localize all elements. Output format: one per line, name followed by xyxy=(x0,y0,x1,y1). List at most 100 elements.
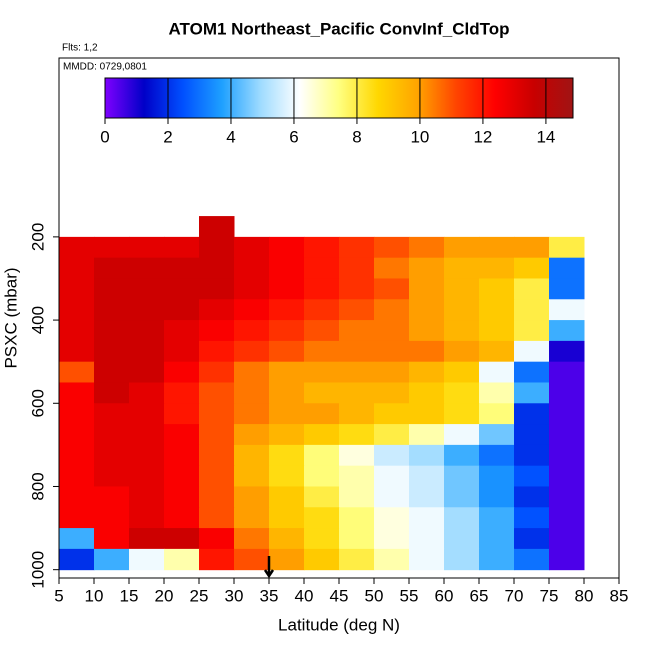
heat-cell xyxy=(444,320,480,342)
heat-cell xyxy=(269,257,305,279)
colorbar-tick-label: 14 xyxy=(536,127,555,146)
heat-cell xyxy=(164,486,200,508)
heat-cell xyxy=(164,424,200,446)
heat-cell xyxy=(339,340,375,363)
heat-cell xyxy=(129,465,165,487)
heat-cell xyxy=(234,340,270,363)
heat-cell xyxy=(304,278,340,300)
heat-cell xyxy=(339,403,375,425)
heat-cell xyxy=(374,528,410,550)
heat-cell xyxy=(409,548,445,571)
heat-cell xyxy=(409,236,445,259)
heat-cell xyxy=(234,320,270,342)
heat-cell xyxy=(479,465,515,487)
heat-cell xyxy=(514,236,550,259)
heat-cell xyxy=(479,528,515,550)
heat-cell xyxy=(444,340,480,363)
heat-cell xyxy=(374,424,410,446)
heat-cell xyxy=(199,236,235,259)
heat-cell xyxy=(409,507,445,529)
heat-cell xyxy=(199,216,235,238)
heat-cell xyxy=(444,444,480,467)
heat-cell xyxy=(199,444,235,467)
heat-cell xyxy=(164,382,200,404)
heat-cell xyxy=(304,403,340,425)
colorbar-tick-label: 12 xyxy=(473,127,492,146)
heat-cell xyxy=(549,361,585,383)
heat-cell xyxy=(59,486,95,508)
heat-cell xyxy=(374,444,410,467)
heat-cell xyxy=(514,361,550,383)
heat-cell xyxy=(234,278,270,300)
heat-cell xyxy=(129,486,165,508)
heat-cell xyxy=(549,278,585,300)
x-tick-label: 35 xyxy=(260,586,279,605)
x-tick-label: 60 xyxy=(435,586,454,605)
heat-cell xyxy=(269,444,305,467)
heat-cell xyxy=(304,299,340,321)
heat-cell xyxy=(94,278,130,300)
heat-cell xyxy=(164,361,200,383)
heat-cell xyxy=(234,548,270,571)
colorbar-tick-label: 4 xyxy=(226,127,235,146)
heat-cell xyxy=(514,424,550,446)
heat-cell xyxy=(409,465,445,487)
x-tick-label: 50 xyxy=(365,586,384,605)
heat-cell xyxy=(129,424,165,446)
heat-cell xyxy=(514,382,550,404)
heat-cell xyxy=(409,361,445,383)
heat-cell xyxy=(234,486,270,508)
heat-cell xyxy=(234,236,270,259)
heat-cell xyxy=(94,548,130,571)
heat-cell xyxy=(129,257,165,279)
heat-cell xyxy=(94,465,130,487)
heat-cell xyxy=(374,382,410,404)
heat-cell xyxy=(234,507,270,529)
heat-cell xyxy=(549,548,585,571)
heat-cell xyxy=(339,528,375,550)
colorbar-tick-label: 6 xyxy=(289,127,298,146)
heat-cell xyxy=(199,403,235,425)
heat-cell xyxy=(269,236,305,259)
heat-cell xyxy=(444,403,480,425)
y-tick-label: 200 xyxy=(28,223,47,251)
heat-cell xyxy=(164,257,200,279)
marker-arrow xyxy=(263,556,275,579)
heat-cell xyxy=(444,465,480,487)
heat-cell xyxy=(59,257,95,279)
heat-cell xyxy=(409,278,445,300)
heat-cell xyxy=(269,465,305,487)
heat-cell xyxy=(514,257,550,279)
heat-cell xyxy=(234,444,270,467)
x-tick-label: 15 xyxy=(120,586,139,605)
x-tick-label: 55 xyxy=(400,586,419,605)
heat-cell xyxy=(409,403,445,425)
heat-cell xyxy=(514,548,550,571)
heat-cell xyxy=(59,444,95,467)
heat-cell xyxy=(234,465,270,487)
heat-cell xyxy=(339,424,375,446)
heat-cell xyxy=(374,278,410,300)
heat-cell xyxy=(129,444,165,467)
heat-cell xyxy=(514,465,550,487)
heat-cell xyxy=(129,382,165,404)
heat-cell xyxy=(59,403,95,425)
heat-cell xyxy=(269,361,305,383)
heat-cell xyxy=(479,236,515,259)
heat-cell xyxy=(269,340,305,363)
heat-cell xyxy=(164,320,200,342)
heat-cell xyxy=(94,320,130,342)
heat-cell xyxy=(549,486,585,508)
x-tick-label: 5 xyxy=(54,586,63,605)
heat-cell xyxy=(444,257,480,279)
heat-cell xyxy=(199,299,235,321)
heat-cell xyxy=(269,403,305,425)
heat-cell xyxy=(94,361,130,383)
heat-cell xyxy=(304,507,340,529)
heat-cell xyxy=(514,320,550,342)
heat-cell xyxy=(549,320,585,342)
heat-cell xyxy=(374,548,410,571)
heat-cell xyxy=(374,403,410,425)
heat-cell xyxy=(199,548,235,571)
